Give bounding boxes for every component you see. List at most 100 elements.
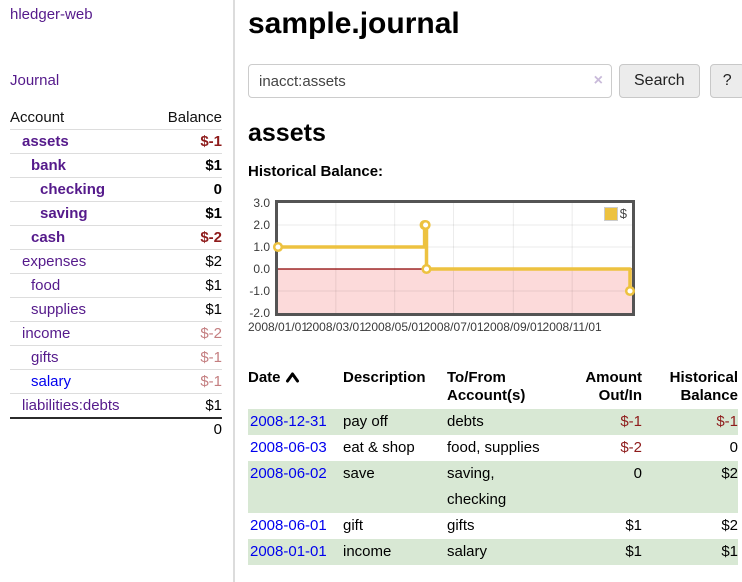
sidebar-account-link[interactable]: assets <box>22 133 69 150</box>
chart-canvas <box>272 203 636 313</box>
transaction-date-cell: 2008-12-31 <box>248 409 343 435</box>
transaction-balance: 0 <box>729 439 738 456</box>
transaction-date-link[interactable]: 2008-06-02 <box>250 465 327 482</box>
x-axis-tick-label: 2008/07/01 <box>423 320 484 334</box>
historical-balance-chart: $ 3.0 2.0 1.0 0.0 -1.0 -2.0 2008/01/01 2008/03/… <box>248 196 742 344</box>
sidebar-account-balance: $-1 <box>151 369 222 394</box>
transaction-date-link[interactable]: 2008-06-01 <box>250 517 327 534</box>
sidebar-account-link[interactable]: food <box>31 277 61 294</box>
transaction-row: 2008-06-03 eat & shop food, supplies $-2 0 <box>248 435 738 461</box>
transaction-row: 2008-01-01 income salary $1 $1 <box>248 539 738 565</box>
y-axis-tick-label: 0.0 <box>253 262 270 276</box>
sidebar-account-link[interactable]: cash <box>31 229 66 246</box>
x-axis-tick-label: 2008/09/01 <box>483 320 544 334</box>
legend-swatch <box>603 207 618 221</box>
account-page-title: assets <box>248 119 326 147</box>
transaction-date-link[interactable]: 2008-01-01 <box>250 543 327 560</box>
sidebar-account-link[interactable]: salary <box>31 373 72 390</box>
sidebar-account-cell: food <box>10 273 152 298</box>
negative-region <box>278 269 632 313</box>
sidebar-account-cell: bank <box>10 153 152 178</box>
sidebar-account-balance: $1 <box>151 153 222 178</box>
accounts-column-header: To/From Account(s) <box>447 369 526 404</box>
transaction-balance: $1 <box>721 543 738 560</box>
page-title: sample.journal <box>248 7 460 40</box>
sidebar-account-row: checking 0 <box>10 177 222 202</box>
transaction-accounts: gifts <box>447 517 475 534</box>
legend-label: $ <box>619 206 627 221</box>
clear-search-icon[interactable]: × <box>593 72 603 89</box>
brand-link[interactable]: hledger-web <box>10 6 93 23</box>
account-column-header: Account <box>10 109 65 126</box>
transaction-date-link[interactable]: 2008-06-03 <box>250 439 327 456</box>
sidebar: hledger-web Journal Account Balance asse… <box>0 0 235 582</box>
sidebar-account-balance: $-2 <box>151 321 222 346</box>
x-axis-tick-label: 2008/03/01 <box>305 320 366 334</box>
sidebar-account-link[interactable]: expenses <box>22 253 87 270</box>
balance-column-header: Balance <box>167 109 222 126</box>
sidebar-account-row: assets $-1 <box>10 129 222 154</box>
sidebar-account-link[interactable]: checking <box>40 181 106 198</box>
transaction-amount: $-1 <box>620 413 642 430</box>
transactions-rows: 2008-12-31 pay off debts $-1 $-1 2008-06-03 ea… <box>248 409 738 565</box>
sidebar-account-link[interactable]: bank <box>31 157 67 174</box>
search-button[interactable]: Search <box>619 64 700 98</box>
sidebar-account-balance: $-1 <box>151 345 222 370</box>
data-point-marker <box>421 263 432 275</box>
total-balance: 0 <box>151 417 222 441</box>
x-axis-tick-label: 2008/11/01 <box>542 320 602 334</box>
sidebar-total-row: 0 <box>10 417 222 441</box>
transaction-date-cell: 2008-06-02 <box>248 461 343 513</box>
sidebar-account-row: food $1 <box>10 273 222 298</box>
balance-column-header-main: Historical Balance <box>669 369 738 404</box>
sidebar-account-balance: $2 <box>151 249 222 274</box>
transaction-amount: $1 <box>625 543 642 560</box>
sidebar-account-balance: $1 <box>151 273 222 298</box>
chart-plot-area: $ <box>272 200 636 316</box>
date-column-header[interactable]: Date <box>248 369 343 409</box>
sidebar-account-balance: $1 <box>151 297 222 322</box>
y-axis-tick-label: -1.0 <box>249 284 270 298</box>
sidebar-account-cell: liabilities:debts <box>10 393 152 418</box>
amount-column-header: Amount Out/In <box>585 369 642 404</box>
transaction-description: eat & shop <box>343 439 415 456</box>
sidebar-account-row: salary $-1 <box>10 369 222 394</box>
sidebar-item-journal[interactable]: Journal <box>10 72 60 89</box>
data-point-marker <box>420 219 431 231</box>
sidebar-account-link[interactable]: liabilities:debts <box>22 397 120 414</box>
y-axis-tick-label: -2.0 <box>249 306 270 320</box>
transaction-description: income <box>343 543 392 560</box>
transaction-accounts: salary <box>447 543 488 560</box>
sidebar-account-balance: $1 <box>151 201 222 226</box>
transactions-table: Date Description To/From Account(s) Amou… <box>248 369 738 565</box>
y-axis-tick-label: 2.0 <box>253 218 270 232</box>
help-button[interactable]: ? <box>709 64 742 98</box>
transaction-balance: $2 <box>721 517 738 534</box>
sidebar-account-cell: gifts <box>10 345 152 370</box>
sidebar-account-cell: assets <box>10 129 152 154</box>
sidebar-account-rows: assets $-1 bank $1 checking 0 saving $1 cash $-2 e… <box>10 129 222 418</box>
search-input[interactable] <box>248 64 612 98</box>
sidebar-account-row: gifts $-1 <box>10 345 222 370</box>
sidebar-account-link[interactable]: income <box>22 325 71 342</box>
date-header-label: Date <box>248 369 281 386</box>
transaction-balance: $2 <box>721 465 738 482</box>
sidebar-account-row: bank $1 <box>10 153 222 178</box>
transaction-row: 2008-06-02 save saving, checking 0 $2 <box>248 461 738 513</box>
transaction-date-cell: 2008-01-01 <box>248 539 343 565</box>
search-box: × <box>248 64 612 98</box>
transaction-description: save <box>343 465 375 482</box>
main-content: sample.journal × Search ? assets Histori… <box>235 0 742 582</box>
sidebar-account-link[interactable]: gifts <box>31 349 59 366</box>
x-axis-tick-label: 2008/05/01 <box>364 320 425 334</box>
chart-legend: $ <box>603 206 627 221</box>
sidebar-account-link[interactable]: supplies <box>31 301 87 318</box>
sidebar-account-link[interactable]: saving <box>40 205 88 222</box>
account-balance-table: Account Balance assets $-1 bank $1 checking 0… <box>10 106 222 441</box>
sidebar-account-cell: income <box>10 321 152 346</box>
transaction-accounts: debts <box>447 413 484 430</box>
transaction-balance: $-1 <box>716 413 738 430</box>
transaction-date-link[interactable]: 2008-12-31 <box>250 413 327 430</box>
transaction-description: pay off <box>343 413 388 430</box>
